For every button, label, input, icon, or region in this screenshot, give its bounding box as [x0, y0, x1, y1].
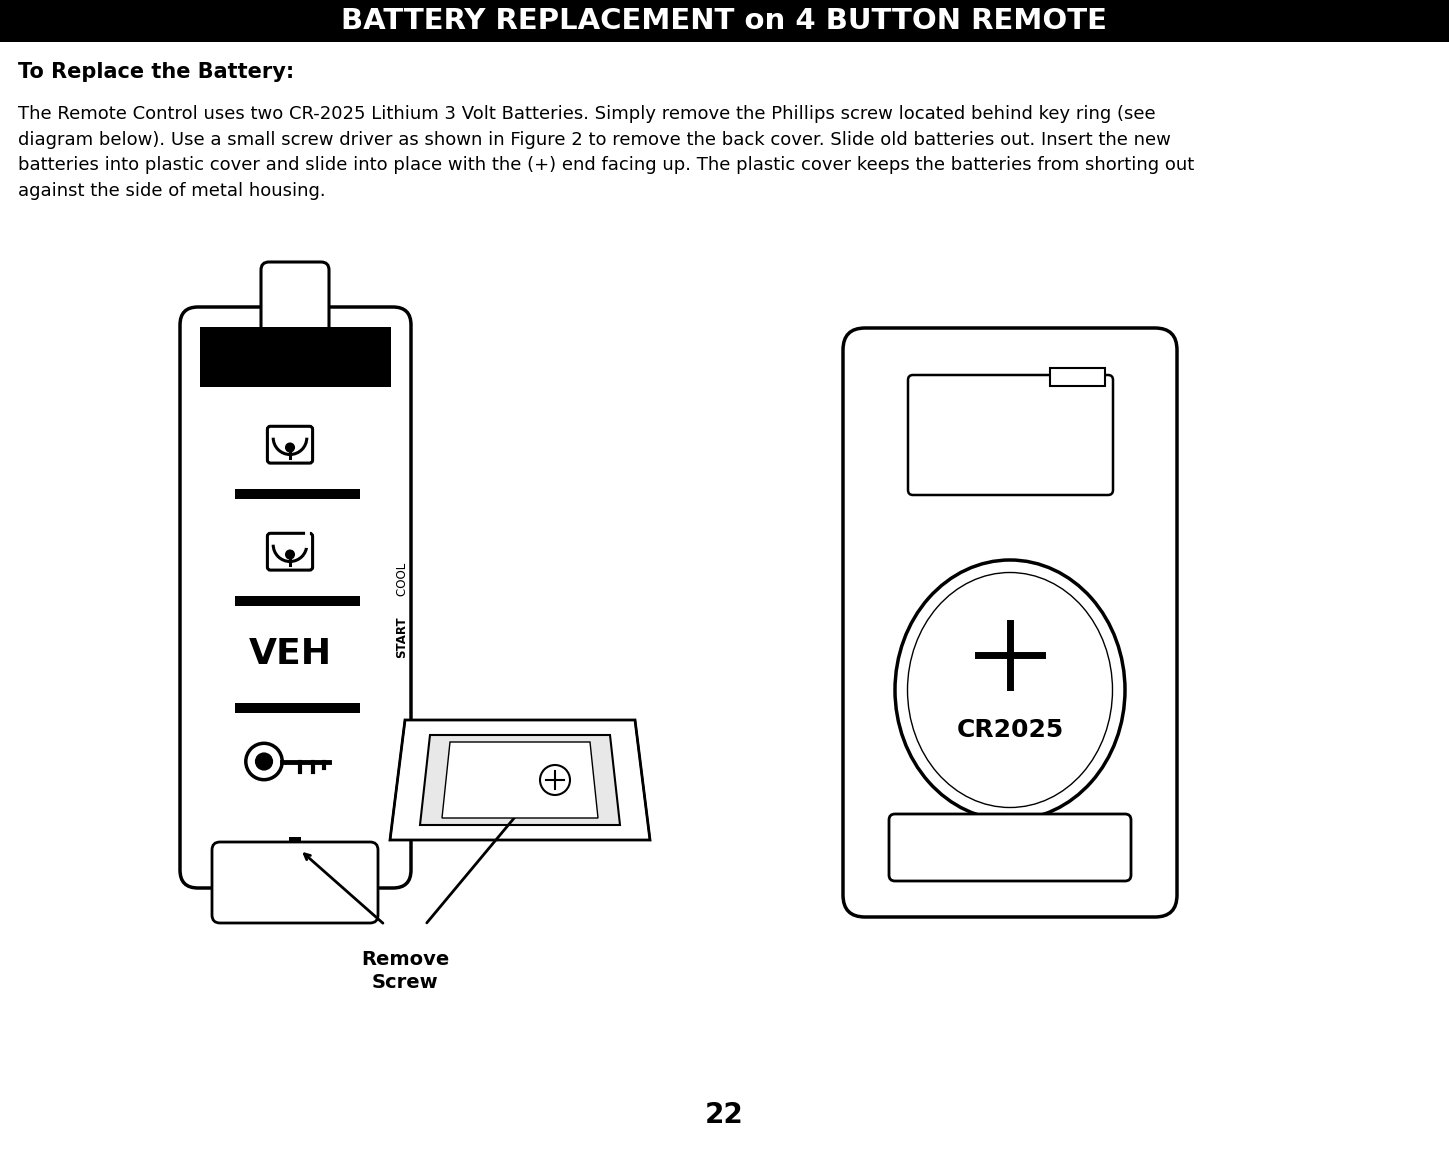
FancyBboxPatch shape: [212, 842, 378, 922]
Bar: [288, 837, 301, 843]
Text: START: START: [396, 616, 409, 658]
Polygon shape: [390, 720, 651, 840]
Text: To Replace the Battery:: To Replace the Battery:: [17, 62, 294, 82]
FancyBboxPatch shape: [843, 328, 1177, 917]
Ellipse shape: [907, 572, 1113, 808]
Polygon shape: [442, 742, 598, 818]
Text: COOL: COOL: [396, 558, 409, 595]
Text: BATTERY REPLACEMENT on 4 BUTTON REMOTE: BATTERY REPLACEMENT on 4 BUTTON REMOTE: [341, 7, 1107, 35]
Circle shape: [246, 743, 283, 779]
FancyBboxPatch shape: [909, 375, 1113, 495]
Text: CR2025: CR2025: [956, 718, 1064, 742]
Circle shape: [255, 753, 272, 771]
Polygon shape: [420, 735, 620, 825]
FancyBboxPatch shape: [890, 814, 1132, 881]
Bar: [235, 703, 359, 713]
Circle shape: [285, 443, 296, 452]
FancyBboxPatch shape: [261, 262, 329, 350]
Bar: [200, 327, 391, 387]
Text: Remove
Screw: Remove Screw: [361, 950, 449, 993]
Text: The Remote Control uses two CR-2025 Lithium 3 Volt Batteries. Simply remove the : The Remote Control uses two CR-2025 Lith…: [17, 105, 1194, 200]
Bar: [0, 0, 1449, 42]
Bar: [235, 489, 359, 499]
Circle shape: [540, 765, 569, 795]
Ellipse shape: [895, 560, 1124, 820]
Bar: [235, 596, 359, 606]
Text: VEH: VEH: [248, 637, 332, 672]
Circle shape: [285, 549, 296, 560]
FancyBboxPatch shape: [268, 427, 313, 464]
Bar: [1051, 368, 1106, 386]
Text: 22: 22: [704, 1101, 743, 1129]
FancyBboxPatch shape: [268, 533, 313, 570]
FancyBboxPatch shape: [180, 307, 412, 888]
